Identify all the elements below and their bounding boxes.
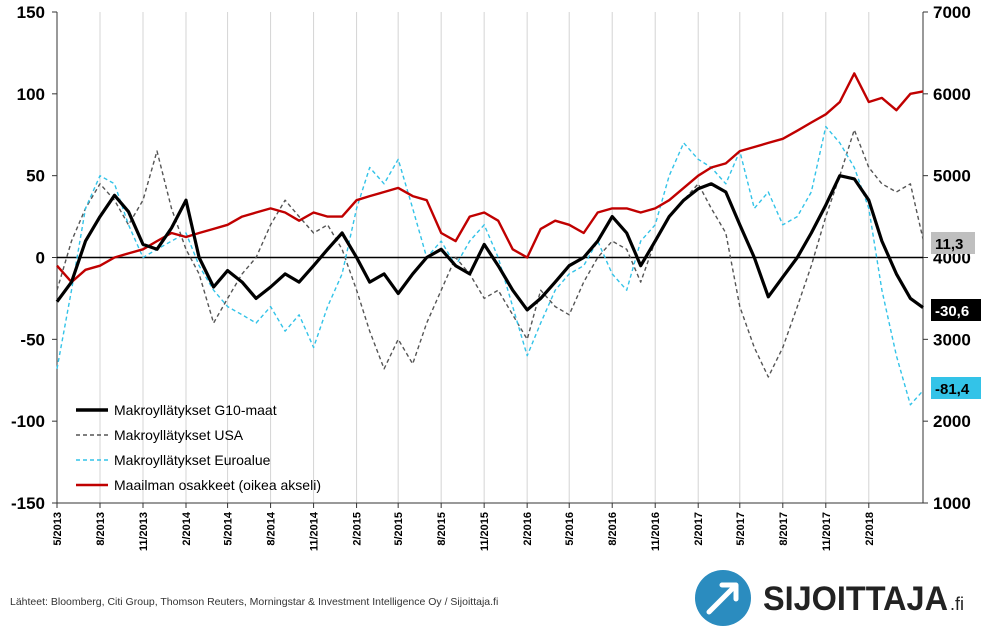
end-label-box <box>931 299 981 321</box>
x-tick-label: 2/2015 <box>352 512 364 546</box>
x-tick-label: 5/2014 <box>223 511 235 546</box>
y-tick-label: 100 <box>17 85 45 104</box>
end-label-box <box>931 377 981 399</box>
arrow-icon-shape <box>706 582 739 615</box>
y-tick-label: -100 <box>11 412 45 431</box>
x-tick-label: 8/2017 <box>778 512 790 546</box>
x-tick-label: 2/2014 <box>181 511 193 546</box>
end-label-value: -30,6 <box>935 303 969 320</box>
x-tick-label: 5/2015 <box>393 512 405 546</box>
y2-tick-label: 3000 <box>933 330 971 349</box>
x-tick-label: 11/2015 <box>479 512 491 551</box>
x-tick-label: 11/2014 <box>309 511 321 551</box>
end-label-box <box>931 232 975 254</box>
series-line <box>55 174 924 312</box>
y2-tick-label: 6000 <box>933 85 971 104</box>
x-tick-label: 8/2016 <box>607 512 619 546</box>
brand-logo: SIJOITTAJA .fi <box>695 570 964 626</box>
y-tick-label: 150 <box>17 3 45 22</box>
x-tick-label: 2/2018 <box>864 512 876 546</box>
source-note: Lähteet: Bloomberg, Citi Group, Thomson … <box>10 596 499 608</box>
y2-tick-label: 1000 <box>933 494 971 513</box>
series-line <box>56 125 924 406</box>
y-tick-label: -150 <box>11 494 45 513</box>
y2-tick-label: 7000 <box>933 3 971 22</box>
x-tick-label: 8/2014 <box>266 511 278 546</box>
x-tick-label: 11/2013 <box>138 512 150 551</box>
x-tick-label: 8/2013 <box>95 512 107 546</box>
x-tick-label: 11/2017 <box>821 512 833 551</box>
x-tick-label: 5/2016 <box>564 512 576 546</box>
series-line <box>56 72 924 284</box>
x-tick-label: 2/2017 <box>693 512 705 546</box>
x-tick-label: 2/2016 <box>522 512 534 546</box>
legend-label: Makroyllätykset G10-maat <box>114 402 277 418</box>
x-tick-label: 5/2013 <box>52 512 64 546</box>
x-tick-label: 8/2015 <box>436 512 448 546</box>
legend-label: Makroyllätykset USA <box>114 427 244 443</box>
axes: 5/2013 8/2013 11/2013 2/2014 5/2014 8/2014 11/… <box>11 3 971 551</box>
end-label-value: -81,4 <box>935 381 970 398</box>
y-tick-label: 0 <box>36 249 45 268</box>
series-line <box>56 129 924 378</box>
end-labels: 11,3 -30,6 -81,4 <box>931 232 981 399</box>
x-tick-label: 11/2016 <box>650 512 662 551</box>
end-label-value: 11,3 <box>935 236 963 253</box>
x-tick-label: 5/2017 <box>735 512 747 546</box>
legend-label: Makroyllätykset Euroalue <box>114 452 271 468</box>
brand-suffix: .fi <box>950 594 964 614</box>
y-tick-label: -50 <box>20 330 45 349</box>
legend: Makroyllätykset G10-maat Makroyllätykset … <box>76 402 321 493</box>
y-tick-label: 50 <box>26 167 45 186</box>
y2-tick-label: 5000 <box>933 167 971 186</box>
series-lines <box>55 72 924 406</box>
brand-name: SIJOITTAJA <box>763 580 948 618</box>
y2-tick-label: 2000 <box>933 412 971 431</box>
legend-label: Maailman osakkeet (oikea akseli) <box>114 477 321 493</box>
